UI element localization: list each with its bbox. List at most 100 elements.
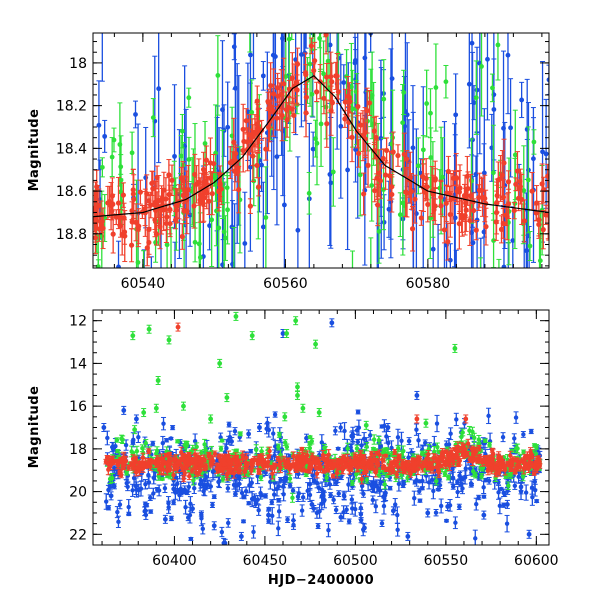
data-point-green	[263, 166, 269, 268]
data-point-green-marker	[381, 96, 387, 102]
data-point-green	[531, 129, 537, 155]
data-point-blue-marker	[478, 299, 483, 304]
data-point-blue-marker	[510, 238, 516, 243]
data-point-blue	[505, 33, 511, 115]
data-point-red	[511, 201, 517, 220]
data-point-blue	[102, 119, 108, 153]
data-point-green-marker	[164, 242, 170, 248]
data-point-red-marker	[154, 174, 160, 181]
data-point-blue-marker	[529, 429, 534, 434]
data-point-red	[534, 185, 540, 221]
data-point-red-marker	[217, 182, 223, 188]
data-point-red-marker	[432, 203, 438, 209]
data-point-red	[156, 175, 162, 227]
data-point-green-marker	[232, 268, 237, 273]
data-point-red-marker	[470, 207, 477, 214]
data-point-blue-marker	[258, 490, 263, 496]
data-point-blue	[395, 522, 401, 537]
data-point-green-marker	[420, 147, 426, 153]
y-tick-label: 18.2	[56, 99, 87, 115]
data-point-blue	[300, 492, 306, 502]
data-point-red-marker	[356, 150, 362, 157]
data-point-blue	[450, 483, 456, 490]
data-point-red-marker	[294, 87, 300, 93]
data-point-blue	[148, 509, 154, 514]
data-point-blue-marker	[491, 107, 497, 112]
data-point-red	[505, 188, 512, 219]
data-point-blue-marker	[500, 434, 506, 440]
data-point-blue-marker	[466, 81, 472, 87]
data-point-green	[400, 150, 406, 256]
data-point-green-marker	[186, 157, 192, 162]
data-point-red-marker	[156, 197, 162, 204]
data-point-green	[478, 257, 484, 268]
data-point-red	[476, 184, 482, 211]
data-point-blue	[259, 138, 265, 192]
data-point-red-marker	[200, 166, 207, 173]
data-point-blue-marker	[280, 128, 286, 134]
data-point-green-marker	[99, 164, 105, 170]
data-point-red-marker	[403, 189, 409, 195]
data-point-green-marker	[225, 207, 230, 213]
data-point-green	[473, 60, 479, 135]
data-point-red	[191, 183, 197, 229]
data-point-red-marker	[362, 130, 368, 136]
data-point-blue	[453, 73, 459, 157]
data-point-blue-marker	[160, 440, 166, 446]
data-point-blue	[164, 438, 170, 443]
data-point-blue-marker	[224, 547, 228, 551]
data-point-red-marker	[324, 74, 330, 80]
data-point-blue	[248, 448, 254, 454]
data-point-green	[496, 258, 502, 268]
data-point-red-marker	[349, 134, 355, 140]
data-point-blue-marker	[200, 526, 205, 532]
data-point-blue	[276, 497, 282, 503]
data-point-red	[389, 176, 395, 213]
data-point-blue-marker	[136, 434, 141, 440]
data-point-blue-marker	[540, 149, 545, 155]
data-point-blue	[293, 0, 298, 4]
data-point-blue-marker	[274, 154, 280, 160]
data-point-red-marker	[364, 108, 370, 114]
data-point-blue-marker	[226, 520, 231, 526]
y-tick-label: 18	[69, 56, 87, 72]
data-point-blue	[481, 143, 487, 268]
data-point-red	[247, 198, 253, 214]
y-tick-label: 18.8	[56, 227, 87, 243]
data-point-red	[207, 137, 214, 189]
data-point-blue-marker	[508, 125, 513, 131]
data-point-blue-marker	[368, 433, 373, 438]
data-point-blue-marker	[259, 162, 264, 168]
data-point-green-marker	[350, 106, 356, 112]
x-tick-label: 60540	[121, 276, 166, 292]
data-point-blue-marker	[345, 167, 350, 173]
data-point-red-marker	[231, 139, 237, 145]
data-point-green	[141, 250, 147, 268]
data-point-red-marker	[268, 83, 274, 89]
data-point-green-marker	[415, 163, 421, 169]
data-point-blue-marker	[452, 215, 458, 221]
data-point-red	[193, 165, 200, 204]
data-point-blue	[185, 514, 191, 522]
data-point-red-marker	[198, 192, 204, 198]
data-point-red-marker	[425, 201, 431, 208]
data-point-blue-marker	[210, 502, 215, 508]
data-point-green-marker	[109, 154, 115, 160]
data-point-red-marker	[375, 202, 381, 208]
data-point-red	[418, 210, 424, 226]
data-point-green-marker	[453, 317, 458, 322]
data-point-blue-marker	[434, 421, 440, 426]
data-point-blue-marker	[395, 527, 400, 532]
data-point-red	[328, 85, 334, 136]
data-point-blue-marker	[116, 264, 121, 268]
data-point-red-marker	[120, 192, 126, 198]
data-point-red-marker	[540, 227, 546, 233]
data-point-green-marker	[182, 269, 187, 274]
data-point-red-marker	[456, 221, 462, 227]
data-point-green	[289, 33, 295, 40]
data-point-red	[146, 193, 152, 208]
data-point-red-marker	[374, 175, 380, 181]
data-point-blue-marker	[342, 428, 347, 434]
data-point-green-marker	[224, 185, 230, 191]
